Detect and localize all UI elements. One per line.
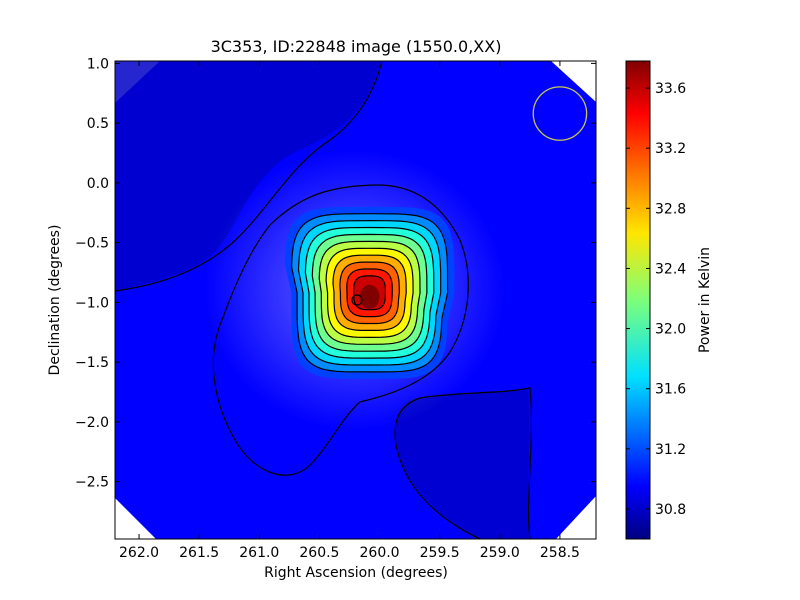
contour-line-outer-source: [212, 184, 469, 476]
x-tick-label: 261.0: [239, 545, 279, 561]
x-axis: 262.0 261.5 261.0 260.5 260.0 259.5 259.0 258.5: [119, 61, 580, 561]
contour-line: [325, 247, 414, 339]
contour-line-outer-low: [115, 61, 383, 292]
colorbar-ticks: 30.8 31.2 31.6 32.0 32.4 32.8 33.2 33.6: [626, 81, 686, 518]
contour-line: [304, 226, 435, 359]
contour-line: [311, 233, 428, 352]
x-axis-label: Right Ascension (degrees): [264, 565, 448, 581]
colorbar: 30.8 31.2 31.6 32.0 32.4 32.8 33.2 33.6 Power i…: [625, 60, 713, 540]
contour-line-lower-right: [394, 387, 533, 539]
chart-title: 3C353, ID:22848 image (1550.0,XX): [211, 37, 502, 56]
x-tick-label: 258.5: [540, 545, 580, 561]
contour-line: [346, 268, 393, 318]
x-tick-label: 260.5: [299, 545, 339, 561]
contour-line: [297, 219, 442, 366]
colorbar-tick-label: 32.4: [655, 261, 686, 277]
y-tick-label: −1.0: [75, 295, 109, 311]
y-tick-label: 0.5: [87, 116, 109, 132]
y-axis-label: Declination (degrees): [47, 225, 63, 376]
y-tick-label: −2.5: [75, 475, 109, 491]
y-tick-label: −2.0: [75, 415, 109, 431]
beam-circle: [532, 86, 588, 141]
contour-lines: [115, 61, 533, 539]
low-region-upper-left: [115, 61, 380, 292]
plot-area: [114, 60, 597, 540]
plot-frame: [114, 60, 597, 540]
colorbar-label: Power in Kelvin: [697, 247, 713, 353]
colorbar-tick-label: 31.6: [655, 382, 686, 398]
x-tick-label: 261.5: [179, 545, 219, 561]
contour-line: [290, 213, 449, 373]
y-tick-label: −0.5: [75, 236, 109, 252]
contour-line: [353, 275, 386, 311]
y-tick-label: 1.0: [87, 56, 109, 72]
contour-line: [332, 254, 407, 331]
colorbar-tick-label: 30.8: [655, 502, 686, 518]
y-axis: 1.0 0.5 0.0 −0.5 −1.0 −1.5 −2.0 −2.5: [75, 56, 596, 491]
y-tick-label: 0.0: [87, 176, 109, 192]
colorbar-tick-label: 32.0: [655, 322, 686, 338]
peak-marker: [351, 294, 363, 306]
contour-line: [318, 240, 421, 345]
contour-line: [339, 261, 400, 325]
x-tick-label: 262.0: [119, 545, 159, 561]
colorbar-tick-label: 32.8: [655, 201, 686, 217]
y-tick-label: −1.5: [75, 355, 109, 371]
colorbar-gradient: [625, 60, 651, 540]
contour-band-core: [359, 284, 380, 309]
x-tick-label: 259.5: [420, 545, 460, 561]
contour-bands: [284, 206, 455, 379]
x-tick-label: 259.0: [480, 545, 520, 561]
colorbar-tick-label: 33.6: [655, 81, 686, 97]
x-tick-label: 260.0: [360, 545, 400, 561]
colorbar-tick-label: 33.2: [655, 141, 686, 157]
low-region-lower-right: [394, 390, 530, 539]
colorbar-tick-label: 31.2: [655, 442, 686, 458]
